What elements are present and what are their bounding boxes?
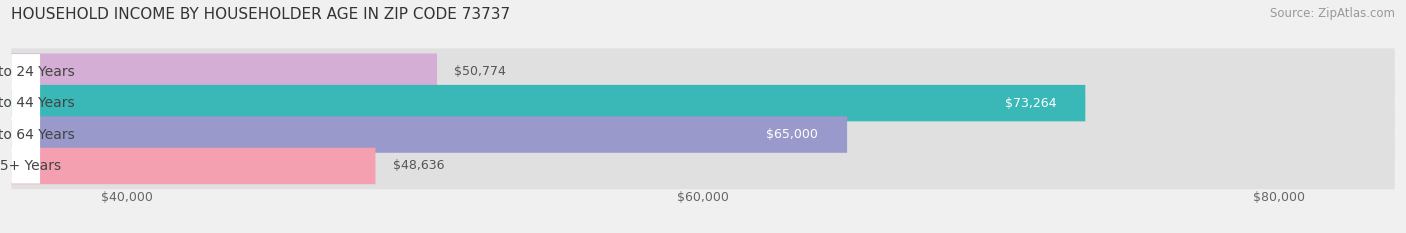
Text: $48,636: $48,636	[392, 159, 444, 172]
FancyBboxPatch shape	[11, 116, 846, 153]
FancyBboxPatch shape	[11, 111, 1395, 158]
FancyBboxPatch shape	[11, 48, 1395, 95]
FancyBboxPatch shape	[11, 80, 1395, 126]
FancyBboxPatch shape	[11, 53, 437, 90]
Text: HOUSEHOLD INCOME BY HOUSEHOLDER AGE IN ZIP CODE 73737: HOUSEHOLD INCOME BY HOUSEHOLDER AGE IN Z…	[11, 7, 510, 22]
Text: 65+ Years: 65+ Years	[0, 159, 60, 173]
FancyBboxPatch shape	[11, 85, 1085, 121]
FancyBboxPatch shape	[11, 148, 375, 184]
Text: 25 to 44 Years: 25 to 44 Years	[0, 96, 75, 110]
Text: $65,000: $65,000	[766, 128, 818, 141]
Text: Source: ZipAtlas.com: Source: ZipAtlas.com	[1270, 7, 1395, 20]
FancyBboxPatch shape	[11, 86, 41, 121]
Text: $50,774: $50,774	[454, 65, 506, 78]
Text: 45 to 64 Years: 45 to 64 Years	[0, 127, 75, 141]
Text: 15 to 24 Years: 15 to 24 Years	[0, 65, 75, 79]
FancyBboxPatch shape	[11, 143, 1395, 189]
Text: $73,264: $73,264	[1005, 97, 1056, 110]
FancyBboxPatch shape	[11, 117, 41, 152]
FancyBboxPatch shape	[11, 148, 41, 184]
FancyBboxPatch shape	[11, 54, 41, 89]
